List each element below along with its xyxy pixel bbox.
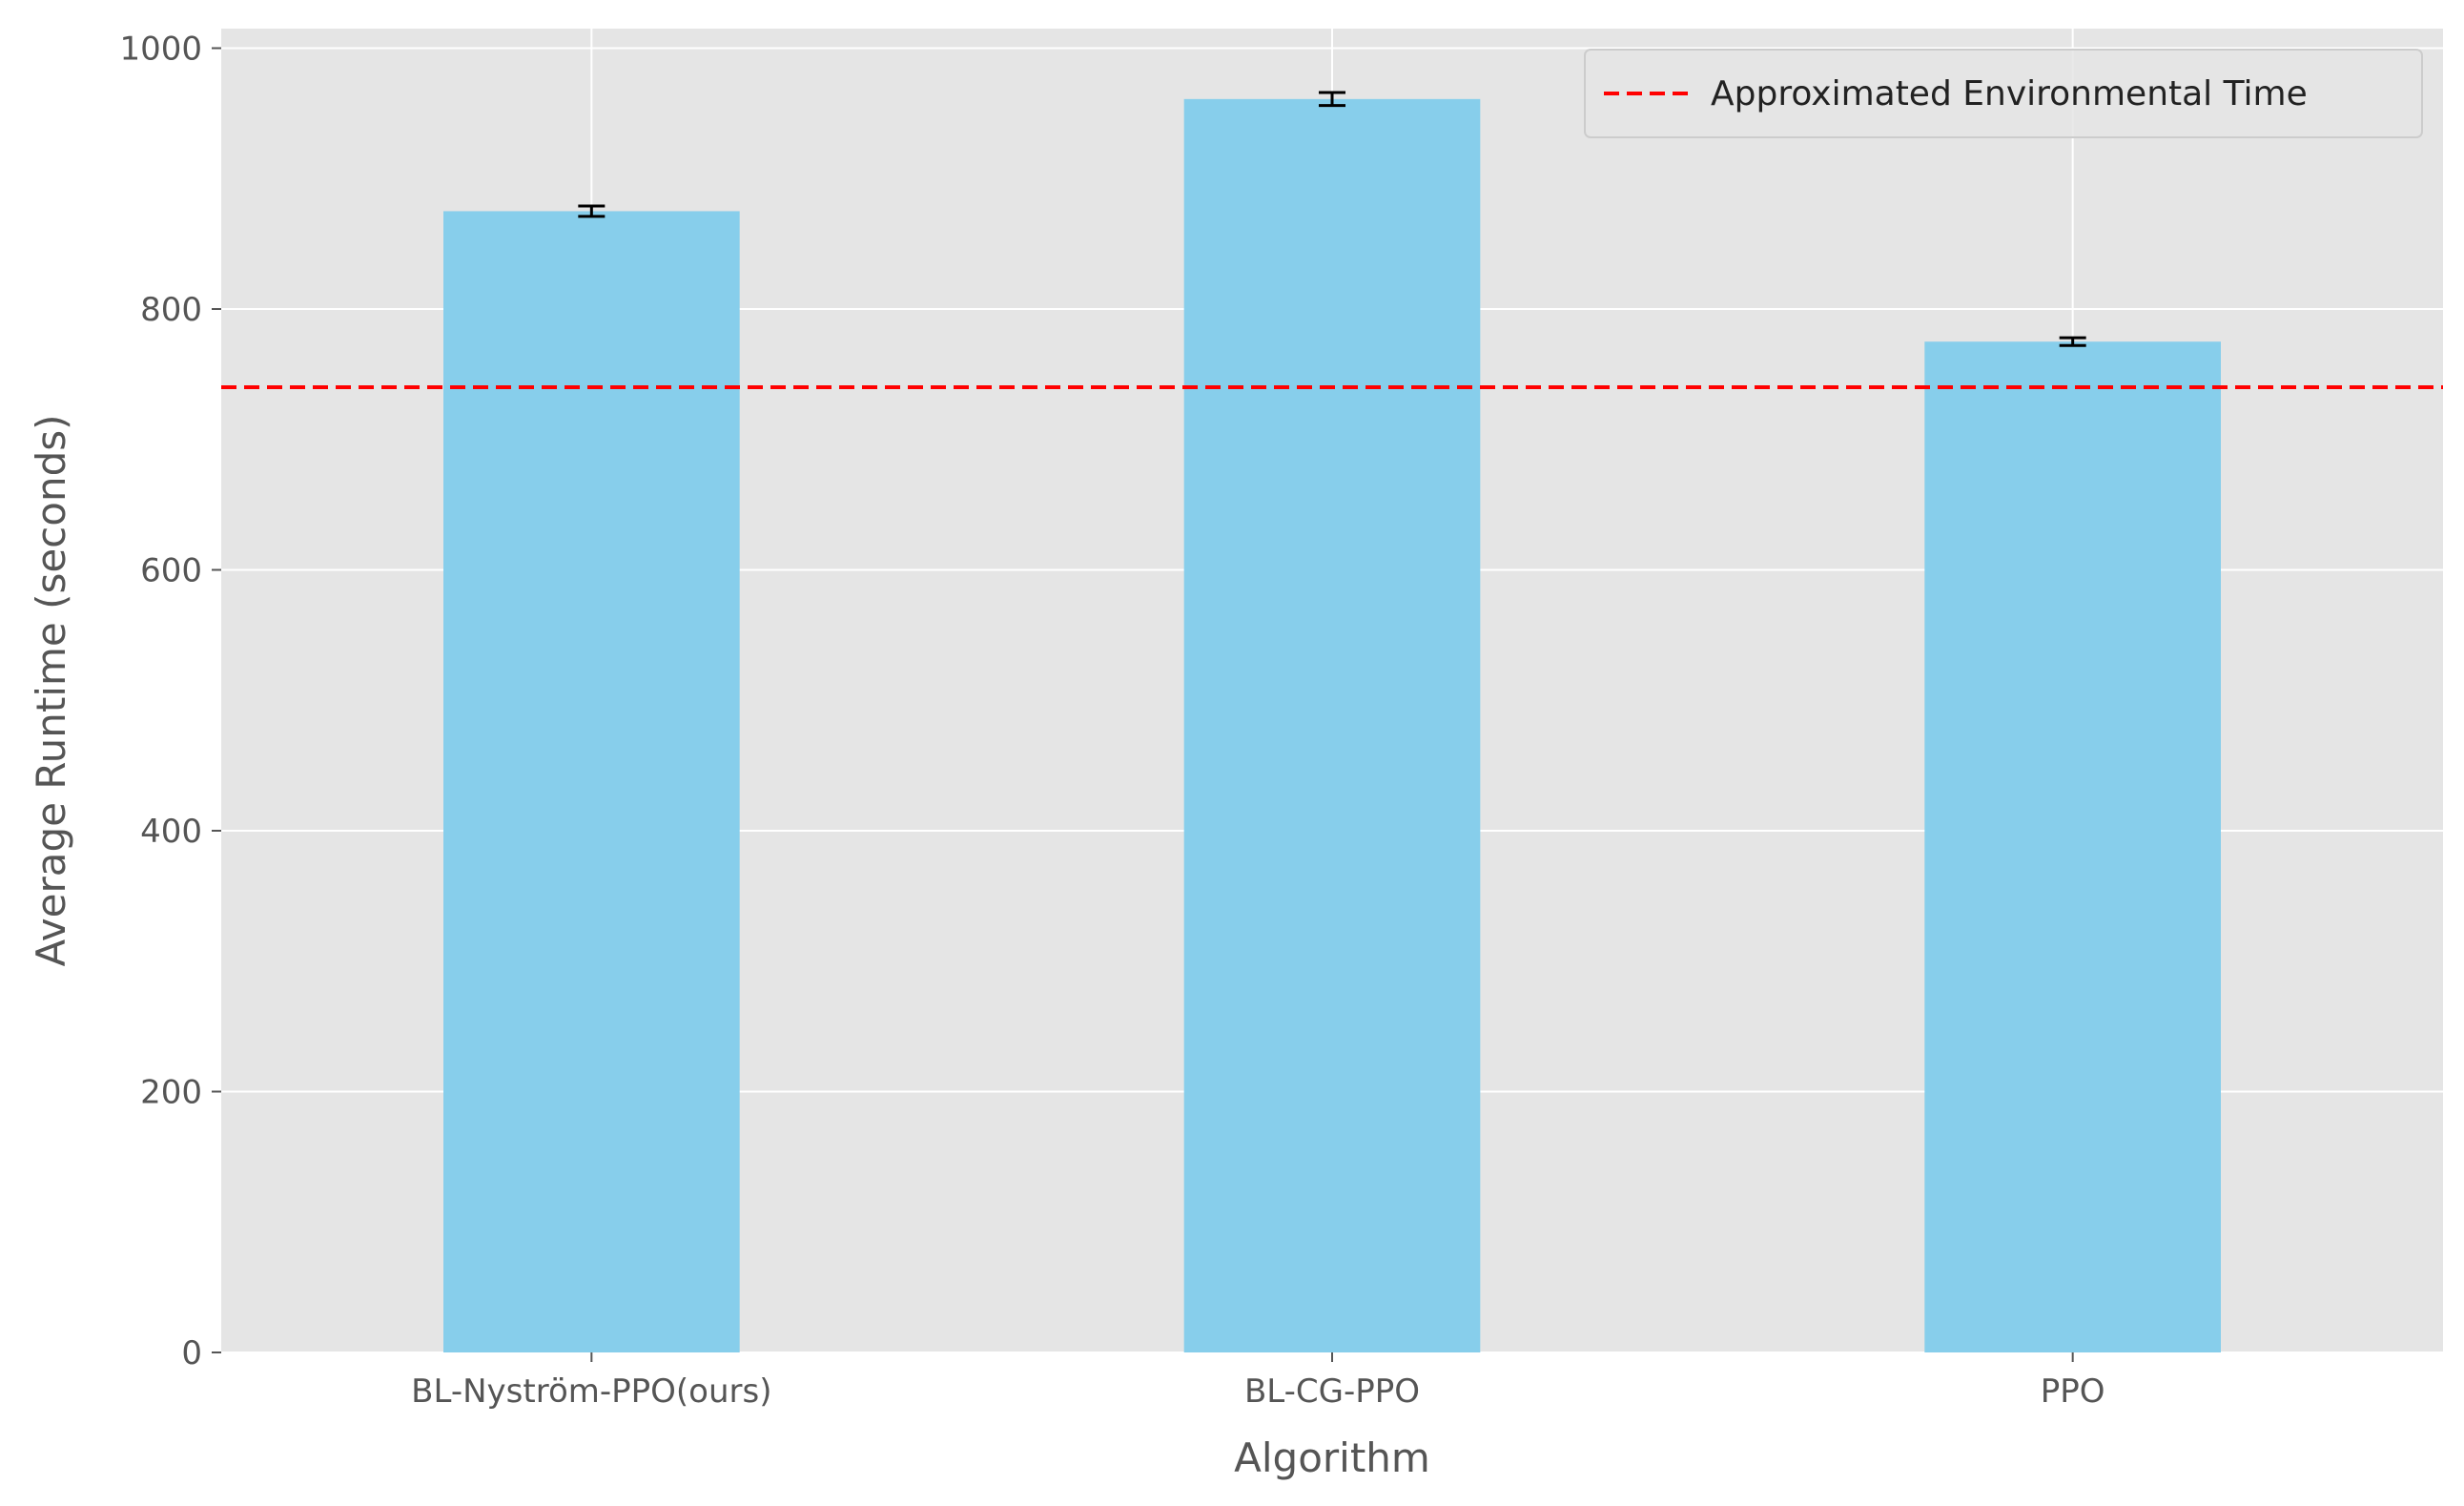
y-tick-label: 600 (140, 552, 202, 590)
bar (443, 211, 740, 1353)
y-tick-label: 200 (140, 1074, 202, 1112)
error-bars (578, 91, 2086, 347)
y-tick-label: 1000 (119, 31, 202, 69)
x-tick-label: BL-CG-PPO (1244, 1372, 1420, 1411)
bars (443, 98, 2221, 1353)
legend: Approximated Environmental Time (1584, 49, 2423, 138)
x-axis: BL-Nyström-PPO(ours) BL-CG-PPO PPO (411, 1352, 2105, 1411)
bar (1183, 98, 1481, 1352)
error-bar (1319, 91, 1345, 108)
legend-box (1584, 49, 2423, 138)
x-tick-label: PPO (2041, 1372, 2105, 1411)
y-tick-label: 800 (140, 291, 202, 329)
bar (1924, 341, 2221, 1353)
legend-label: Approximated Environmental Time (1711, 74, 2308, 113)
y-axis-label: Average Runtime (seconds) (28, 414, 74, 966)
y-tick-label: 0 (181, 1334, 202, 1372)
y-axis: 0 200 400 600 800 1000 (119, 31, 221, 1372)
x-tick-label: BL-Nyström-PPO(ours) (411, 1372, 771, 1411)
y-tick-label: 400 (140, 813, 202, 851)
x-axis-label: Algorithm (1234, 1434, 1430, 1481)
error-bar (2059, 336, 2086, 347)
error-bar (578, 204, 606, 218)
